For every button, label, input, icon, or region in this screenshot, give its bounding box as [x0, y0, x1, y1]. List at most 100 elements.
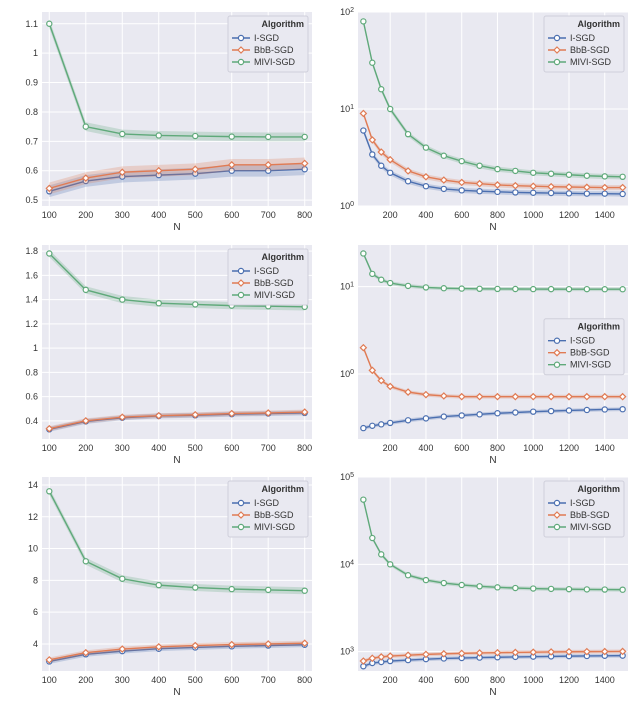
- ytick-label: 1.6: [25, 270, 38, 280]
- ytick-label: 105: [340, 472, 354, 483]
- xtick-label: 500: [188, 210, 203, 220]
- xtick-label: 1200: [559, 210, 579, 220]
- ytick-label: 0.4: [25, 415, 38, 425]
- x-axis-label: N: [489, 222, 496, 233]
- xtick-label: 800: [490, 675, 505, 685]
- legend-item-label: BbB-SGD: [254, 278, 294, 288]
- x-axis-label: N: [173, 687, 180, 698]
- panel-p00: 0.50.60.70.80.911.1100200300400500600700…: [6, 6, 318, 234]
- xtick-label: 200: [383, 210, 398, 220]
- xtick-label: 300: [115, 443, 130, 453]
- xtick-label: 200: [78, 210, 93, 220]
- ytick-label: 0.9: [25, 78, 38, 88]
- legend-item-label: BbB-SGD: [254, 45, 294, 55]
- legend-item-label: I-SGD: [254, 498, 280, 508]
- xtick-label: 1200: [559, 443, 579, 453]
- legend-title: Algorithm: [578, 321, 621, 331]
- ytick-label: 102: [340, 7, 354, 18]
- legend-item-label: I-SGD: [254, 266, 280, 276]
- ytick-label: 0.5: [25, 195, 38, 205]
- xtick-label: 400: [151, 210, 166, 220]
- chart-grid: 0.50.60.70.80.911.1100200300400500600700…: [0, 0, 640, 706]
- panel-p01: 100101102200400600800100012001400NAlgori…: [322, 6, 634, 234]
- xtick-label: 500: [188, 675, 203, 685]
- legend-title: Algorithm: [578, 484, 621, 494]
- legend-item-label: MIVI-SGD: [254, 290, 296, 300]
- legend-title: Algorithm: [262, 252, 305, 262]
- ytick-label: 101: [340, 104, 354, 115]
- legend-title: Algorithm: [262, 19, 305, 29]
- xtick-label: 1400: [595, 210, 615, 220]
- legend-item-label: BbB-SGD: [570, 510, 610, 520]
- panel-p20: 468101214100200300400500600700800NAlgori…: [6, 471, 318, 699]
- xtick-label: 200: [78, 675, 93, 685]
- legend: Algorithm I-SGD BbB-SGD MIVI-SGD: [544, 318, 624, 374]
- legend-item-label: I-SGD: [254, 33, 280, 43]
- xtick-label: 1400: [595, 675, 615, 685]
- legend-item-label: MIVI-SGD: [254, 522, 296, 532]
- x-axis-label: N: [489, 687, 496, 698]
- legend-item-label: MIVI-SGD: [254, 57, 296, 67]
- xtick-label: 800: [297, 210, 312, 220]
- x-axis-label: N: [489, 455, 496, 466]
- legend: Algorithm I-SGD BbB-SGD MIVI-SGD: [228, 16, 308, 72]
- ytick-label: 0.7: [25, 136, 38, 146]
- legend-title: Algorithm: [262, 484, 305, 494]
- legend-item-label: I-SGD: [570, 498, 596, 508]
- legend-item-label: BbB-SGD: [570, 347, 610, 357]
- xtick-label: 700: [261, 443, 276, 453]
- ytick-label: 104: [340, 559, 354, 570]
- panel-p10: 0.40.60.811.21.41.61.8100200300400500600…: [6, 239, 318, 467]
- xtick-label: 400: [418, 443, 433, 453]
- xtick-label: 200: [383, 675, 398, 685]
- xtick-label: 300: [115, 675, 130, 685]
- xtick-label: 500: [188, 443, 203, 453]
- xtick-label: 100: [42, 675, 57, 685]
- ytick-label: 101: [340, 281, 354, 292]
- xtick-label: 800: [490, 210, 505, 220]
- xtick-label: 100: [42, 443, 57, 453]
- ytick-label: 10: [28, 544, 38, 554]
- ytick-label: 100: [340, 368, 354, 379]
- xtick-label: 1400: [595, 443, 615, 453]
- legend-item-label: MIVI-SGD: [570, 522, 612, 532]
- x-axis-label: N: [173, 455, 180, 466]
- ytick-label: 103: [340, 646, 354, 657]
- ytick-label: 0.6: [25, 166, 38, 176]
- legend-item-label: I-SGD: [570, 33, 596, 43]
- legend: AlgorithmI-SGDBbB-SGDMIVI-SGD: [544, 16, 624, 72]
- xtick-label: 800: [297, 675, 312, 685]
- xtick-label: 600: [224, 675, 239, 685]
- ytick-label: 0.8: [25, 107, 38, 117]
- ytick-label: 0.8: [25, 367, 38, 377]
- xtick-label: 600: [224, 443, 239, 453]
- ytick-label: 6: [33, 607, 38, 617]
- panel-p11: 100 101 200 400 600 800 1000 1200 1400 N Algorithm…: [322, 239, 634, 467]
- ytick-label: 100: [340, 201, 354, 212]
- ytick-label: 8: [33, 576, 38, 586]
- xtick-label: 600: [454, 210, 469, 220]
- legend-item-label: I-SGD: [570, 335, 596, 345]
- xtick-label: 600: [454, 443, 469, 453]
- xtick-label: 1000: [523, 443, 543, 453]
- xtick-label: 800: [490, 443, 505, 453]
- panel-cell-p10: 0.40.60.811.21.41.61.8100200300400500600…: [6, 239, 318, 468]
- legend-title: Algorithm: [578, 19, 621, 29]
- legend: AlgorithmI-SGDBbB-SGDMIVI-SGD: [228, 481, 308, 537]
- xtick-label: 300: [115, 210, 130, 220]
- ytick-label: 1: [33, 343, 38, 353]
- xtick-label: 200: [383, 443, 398, 453]
- xtick-label: 800: [297, 443, 312, 453]
- xtick-label: 200: [78, 443, 93, 453]
- xtick-label: 400: [151, 443, 166, 453]
- ytick-label: 14: [28, 480, 38, 490]
- ytick-label: 1.8: [25, 246, 38, 256]
- panel-cell-p11: 100 101 200 400 600 800 1000 1200 1400 N Algorithm…: [322, 239, 634, 468]
- xtick-label: 700: [261, 675, 276, 685]
- x-axis-label: N: [173, 222, 180, 233]
- xtick-label: 600: [224, 210, 239, 220]
- panel-p21: 103104105200400600800100012001400NAlgori…: [322, 471, 634, 699]
- panel-cell-p21: 103104105200400600800100012001400NAlgori…: [322, 471, 634, 700]
- legend-item-label: MIVI-SGD: [570, 359, 612, 369]
- ytick-label: 1.4: [25, 294, 38, 304]
